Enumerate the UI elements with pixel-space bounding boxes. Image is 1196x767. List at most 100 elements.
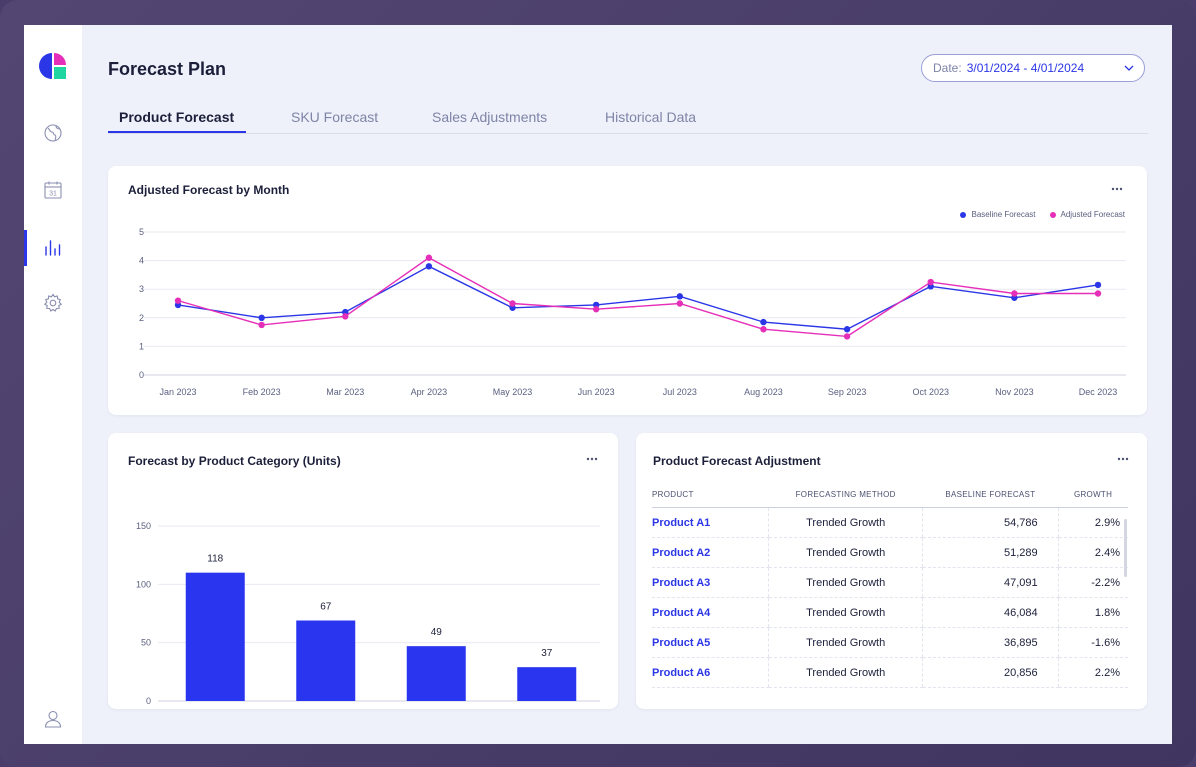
x-tick-label: Apr 2023: [411, 387, 448, 397]
column-header-growth[interactable]: GROWTH: [1058, 481, 1128, 508]
x-tick-label: Category D: [521, 708, 572, 709]
svg-text:31: 31: [49, 191, 57, 198]
cell-product: Product A5: [652, 627, 769, 658]
bar[interactable]: [185, 572, 245, 701]
page-title: Forecast Plan: [108, 59, 227, 79]
legend-dot-baseline: [960, 211, 967, 218]
tab-historical-data[interactable]: Historical Data: [605, 109, 697, 125]
adjusted-forecast-card: Adjusted Forecast by Month Baseline Fore…: [108, 166, 1147, 415]
data-point-baseline[interactable]: [258, 314, 265, 321]
data-point-baseline[interactable]: [843, 326, 851, 333]
y-tick-label: 2: [139, 313, 144, 323]
table-row[interactable]: Product A2 Trended Growth 51,289 2.4%: [652, 537, 1128, 568]
x-tick-label: May 2023: [493, 387, 533, 397]
cell-method: Trended Growth: [768, 537, 923, 568]
column-header-product[interactable]: PRODUCT: [652, 481, 769, 508]
date-range-picker[interactable]: Date: 3/01/2024 - 4/01/2024: [921, 54, 1145, 82]
cell-growth: 2.9%: [1057, 507, 1128, 538]
legend-dot-adjusted: [1049, 211, 1056, 218]
data-point-adjusted[interactable]: [1011, 290, 1018, 297]
more-options-icon[interactable]: [1115, 455, 1131, 463]
bar-value-label: 37: [541, 648, 553, 659]
data-point-adjusted[interactable]: [843, 333, 851, 340]
cell-growth: 1.8%: [1057, 597, 1128, 628]
tab-sales-adjustments[interactable]: Sales Adjustments: [432, 109, 548, 125]
data-point-adjusted[interactable]: [592, 306, 600, 313]
data-point-adjusted[interactable]: [509, 300, 516, 307]
column-header-method[interactable]: FORECASTING METHOD: [768, 481, 923, 508]
table-row[interactable]: Product A1 Trended Growth 54,786 2.9%: [652, 507, 1128, 538]
product-link[interactable]: Product A2: [652, 546, 711, 559]
bar-chart: 0 50 100 150 118 Category A 67 Category B 49 Cate…: [136, 521, 600, 709]
data-point-adjusted[interactable]: [258, 321, 265, 329]
x-tick-label: Jun 2023: [578, 387, 615, 397]
sidebar-item-profile[interactable]: [24, 701, 82, 737]
more-options-icon[interactable]: [1109, 185, 1125, 193]
x-tick-label: Jul 2023: [663, 387, 697, 397]
cell-baseline: 54,786: [922, 507, 1059, 538]
cell-growth: 2.2%: [1057, 657, 1128, 688]
sidebar-item-calendar[interactable]: 31: [24, 172, 82, 208]
cell-product: Product A1: [652, 507, 769, 538]
table-scrollbar[interactable]: [1124, 519, 1127, 577]
cell-baseline: 51,289: [922, 537, 1059, 568]
bar[interactable]: [517, 667, 577, 701]
cell-method: Trended Growth: [768, 567, 923, 598]
bar[interactable]: [296, 620, 356, 702]
table-row[interactable]: Product A5 Trended Growth 36,895 -1.6%: [652, 627, 1128, 658]
column-header-baseline[interactable]: BASELINE FORECAST: [922, 481, 1059, 508]
date-value: 3/01/2024 - 4/01/2024: [966, 61, 1085, 75]
x-tick-label: Category A: [191, 708, 241, 709]
cell-method: Trended Growth: [768, 657, 923, 688]
data-point-baseline[interactable]: [425, 263, 433, 270]
data-point-adjusted[interactable]: [676, 300, 684, 307]
table-body: Product A1 Trended Growth 54,786 2.9% Produc…: [652, 507, 1128, 688]
data-point-adjusted[interactable]: [760, 326, 767, 333]
data-point-baseline[interactable]: [1094, 281, 1102, 289]
cell-product: Product A4: [652, 597, 769, 628]
data-point-baseline[interactable]: [760, 318, 767, 326]
legend-label-adjusted: Adjusted Forecast: [1060, 210, 1125, 219]
y-tick-label: 0: [146, 696, 151, 706]
category-forecast-card: Forecast by Product Category (Units) 0 50…: [108, 433, 618, 709]
sidebar-item-globe[interactable]: [24, 115, 82, 151]
bar-chart-title: Forecast by Product Category (Units): [128, 454, 341, 468]
data-point-adjusted[interactable]: [174, 297, 182, 304]
x-tick-label: Jan 2023: [159, 387, 196, 397]
cell-method: Trended Growth: [768, 507, 923, 538]
tab-sku-forecast[interactable]: SKU Forecast: [291, 109, 379, 125]
product-link[interactable]: Product A6: [652, 666, 711, 679]
table-row[interactable]: Product A3 Trended Growth 47,091 -2.2%: [652, 567, 1128, 598]
product-link[interactable]: Product A5: [652, 636, 711, 649]
product-link[interactable]: Product A1: [652, 516, 711, 529]
table-row[interactable]: Product A4 Trended Growth 46,084 1.8%: [652, 597, 1128, 628]
more-options-icon[interactable]: [584, 455, 600, 463]
data-point-adjusted[interactable]: [927, 278, 934, 286]
sidebar-item-analytics[interactable]: [24, 230, 82, 266]
bar[interactable]: [406, 646, 466, 701]
bar-value-label: 49: [431, 627, 443, 638]
x-tick-label: Dec 2023: [1079, 387, 1118, 397]
legend-item-adjusted: Adjusted Forecast: [1049, 210, 1125, 219]
series-line-baseline: [177, 265, 1099, 330]
y-tick-label: 3: [139, 284, 144, 294]
product-link[interactable]: Product A3: [652, 576, 711, 589]
line-chart-title: Adjusted Forecast by Month: [128, 183, 290, 197]
line-chart-legend: Baseline Forecast Adjusted Forecast: [960, 210, 1125, 219]
data-point-baseline[interactable]: [676, 293, 684, 300]
table-row[interactable]: Product A6 Trended Growth 20,856 2.2%: [652, 657, 1128, 688]
data-point-adjusted[interactable]: [1094, 290, 1102, 297]
x-tick-label: Nov 2023: [995, 387, 1034, 397]
legend-label-baseline: Baseline Forecast: [971, 210, 1036, 219]
product-link[interactable]: Product A4: [652, 606, 711, 619]
table-header-row: PRODUCT FORECASTING METHOD BASELINE FORE…: [652, 481, 1128, 508]
data-point-adjusted[interactable]: [425, 254, 433, 261]
x-tick-label: Oct 2023: [912, 387, 949, 397]
x-tick-label: Mar 2023: [326, 387, 364, 397]
data-point-adjusted[interactable]: [342, 313, 349, 320]
globe-icon: [44, 124, 62, 142]
bar-value-label: 118: [207, 554, 223, 565]
sidebar-item-settings[interactable]: [24, 285, 82, 321]
tab-product-forecast[interactable]: Product Forecast: [107, 109, 247, 133]
